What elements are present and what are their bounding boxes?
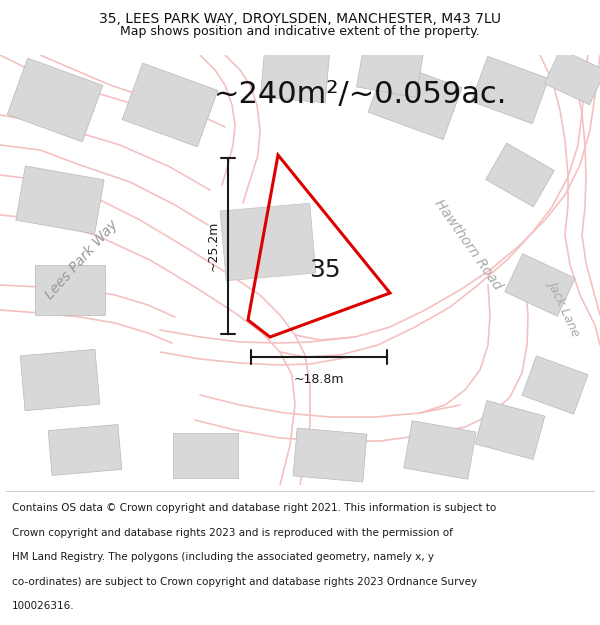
Polygon shape <box>260 48 329 102</box>
Text: Lees Park Way: Lees Park Way <box>43 217 121 302</box>
Polygon shape <box>475 401 545 459</box>
Polygon shape <box>48 424 122 476</box>
Text: Jack Lane: Jack Lane <box>547 277 584 337</box>
Polygon shape <box>485 143 554 207</box>
Polygon shape <box>505 254 575 316</box>
Polygon shape <box>471 56 549 124</box>
Text: 100026316.: 100026316. <box>12 601 74 611</box>
Polygon shape <box>293 428 367 482</box>
Text: HM Land Registry. The polygons (including the associated geometry, namely x, y: HM Land Registry. The polygons (includin… <box>12 552 434 562</box>
Polygon shape <box>522 356 588 414</box>
Polygon shape <box>368 61 462 139</box>
Polygon shape <box>20 349 100 411</box>
Text: Contains OS data © Crown copyright and database right 2021. This information is : Contains OS data © Crown copyright and d… <box>12 503 496 513</box>
Polygon shape <box>35 265 105 315</box>
Text: co-ordinates) are subject to Crown copyright and database rights 2023 Ordnance S: co-ordinates) are subject to Crown copyr… <box>12 577 477 587</box>
Text: ~25.2m: ~25.2m <box>206 221 220 271</box>
Text: 35, LEES PARK WAY, DROYLSDEN, MANCHESTER, M43 7LU: 35, LEES PARK WAY, DROYLSDEN, MANCHESTER… <box>99 12 501 26</box>
Text: ~18.8m: ~18.8m <box>294 373 344 386</box>
Polygon shape <box>16 166 104 234</box>
Text: 35: 35 <box>309 258 341 282</box>
Polygon shape <box>7 58 103 142</box>
Polygon shape <box>356 42 424 98</box>
Text: Crown copyright and database rights 2023 and is reproduced with the permission o: Crown copyright and database rights 2023… <box>12 528 453 538</box>
Polygon shape <box>404 421 476 479</box>
Polygon shape <box>544 49 600 105</box>
Polygon shape <box>173 432 238 478</box>
Polygon shape <box>122 63 218 147</box>
Text: Hawthorn Road: Hawthorn Road <box>431 197 505 293</box>
Polygon shape <box>220 203 316 281</box>
Text: Map shows position and indicative extent of the property.: Map shows position and indicative extent… <box>120 26 480 39</box>
Text: ~240m²/~0.059ac.: ~240m²/~0.059ac. <box>214 81 506 109</box>
